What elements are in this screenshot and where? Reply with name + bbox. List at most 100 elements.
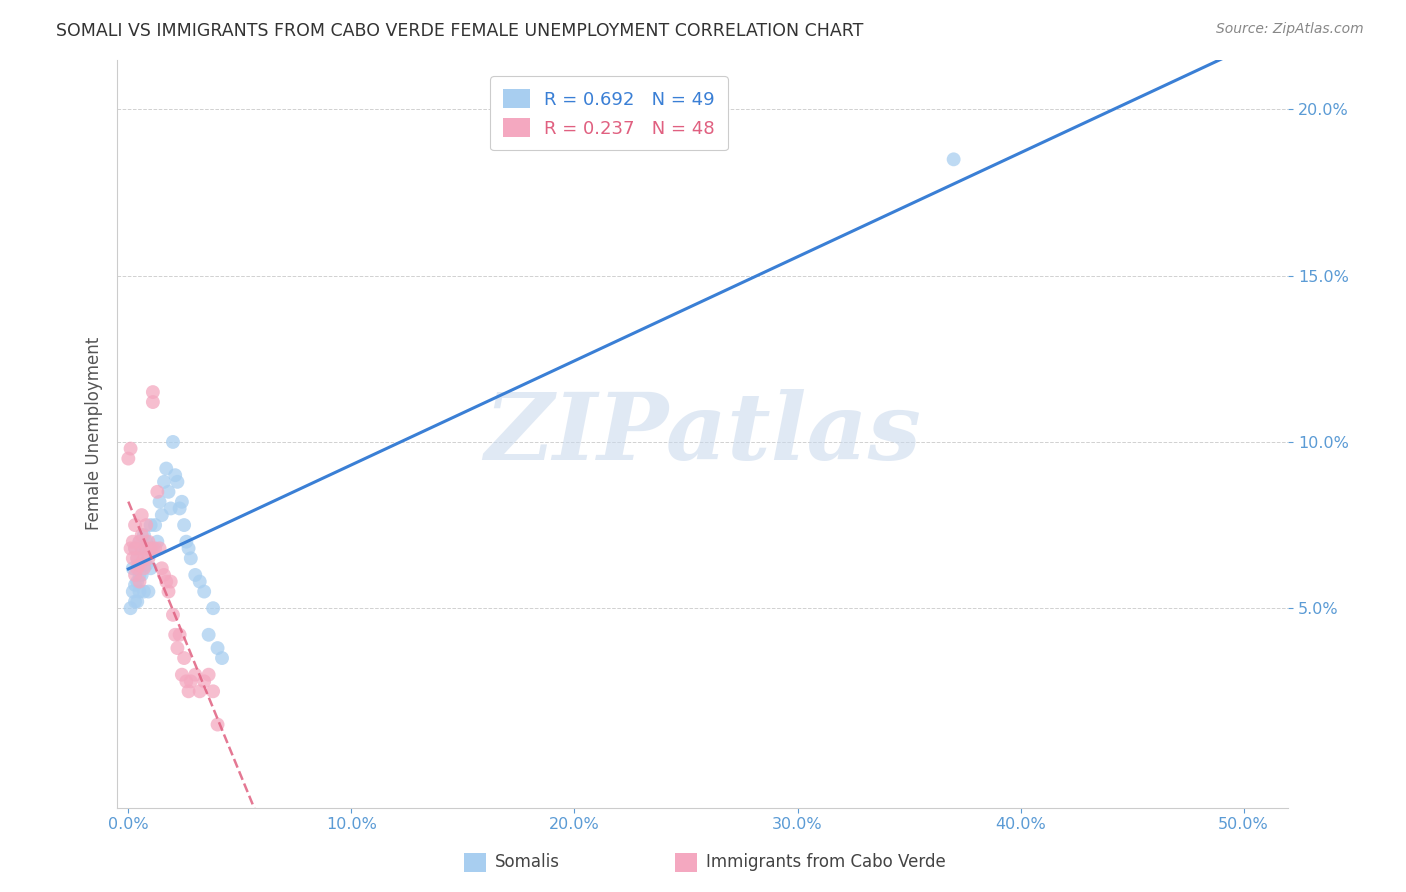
- Point: [142, 541, 165, 556]
- Point: [139, 561, 162, 575]
- Point: [128, 574, 150, 589]
- Point: [128, 584, 150, 599]
- Point: [197, 628, 219, 642]
- Point: [131, 508, 153, 522]
- Point: [169, 628, 191, 642]
- Point: [135, 541, 157, 556]
- Point: [121, 534, 143, 549]
- Point: [176, 534, 198, 549]
- Point: [153, 475, 176, 489]
- Point: [132, 561, 155, 575]
- Point: [120, 541, 142, 556]
- Point: [150, 508, 173, 522]
- Point: [132, 558, 155, 572]
- Point: [132, 551, 155, 566]
- Point: [170, 667, 193, 681]
- Point: [124, 578, 146, 592]
- Point: [127, 551, 149, 566]
- Text: Source: ZipAtlas.com: Source: ZipAtlas.com: [1216, 22, 1364, 37]
- Point: [176, 674, 198, 689]
- Point: [188, 574, 211, 589]
- Point: [143, 518, 166, 533]
- Point: [128, 558, 150, 572]
- Point: [166, 475, 188, 489]
- Point: [127, 551, 149, 566]
- Point: [142, 385, 165, 400]
- Point: [131, 568, 153, 582]
- Point: [157, 584, 180, 599]
- Point: [131, 541, 153, 556]
- Point: [184, 667, 207, 681]
- Point: [177, 684, 200, 698]
- Point: [135, 534, 157, 549]
- Point: [138, 544, 160, 558]
- Point: [138, 534, 160, 549]
- Point: [121, 551, 143, 566]
- Text: ZIPatlas: ZIPatlas: [484, 389, 921, 479]
- Point: [197, 667, 219, 681]
- Point: [177, 541, 200, 556]
- Point: [124, 518, 146, 533]
- Point: [173, 651, 195, 665]
- Point: [128, 534, 150, 549]
- Y-axis label: Female Unemployment: Female Unemployment: [86, 337, 103, 530]
- Point: [143, 541, 166, 556]
- Point: [135, 558, 157, 572]
- Point: [124, 568, 146, 582]
- Point: [202, 601, 225, 615]
- Point: [148, 541, 170, 556]
- Point: [162, 434, 184, 449]
- Point: [159, 574, 181, 589]
- Point: [207, 717, 229, 731]
- Point: [128, 534, 150, 549]
- Point: [146, 534, 169, 549]
- Point: [207, 641, 229, 656]
- Point: [120, 601, 142, 615]
- Point: [139, 518, 162, 533]
- Point: [159, 501, 181, 516]
- Point: [131, 541, 153, 556]
- Point: [180, 674, 202, 689]
- Point: [155, 461, 177, 475]
- Point: [132, 528, 155, 542]
- Point: [121, 584, 143, 599]
- Point: [166, 641, 188, 656]
- Point: [193, 674, 215, 689]
- Point: [148, 495, 170, 509]
- Point: [155, 574, 177, 589]
- Point: [120, 442, 142, 456]
- Point: [138, 584, 160, 599]
- Point: [138, 551, 160, 566]
- Point: [124, 594, 146, 608]
- Point: [127, 574, 149, 589]
- Point: [142, 395, 165, 409]
- Text: Immigrants from Cabo Verde: Immigrants from Cabo Verde: [706, 853, 946, 871]
- Point: [162, 607, 184, 622]
- Point: [173, 518, 195, 533]
- Point: [153, 568, 176, 582]
- Point: [117, 451, 139, 466]
- Point: [128, 568, 150, 582]
- Point: [135, 518, 157, 533]
- Point: [193, 584, 215, 599]
- Point: [150, 561, 173, 575]
- Point: [131, 528, 153, 542]
- Point: [202, 684, 225, 698]
- Point: [127, 594, 149, 608]
- Point: [165, 468, 187, 483]
- Point: [165, 628, 187, 642]
- Point: [127, 561, 149, 575]
- Point: [146, 484, 169, 499]
- Text: Somalis: Somalis: [495, 853, 560, 871]
- Point: [188, 684, 211, 698]
- Point: [170, 495, 193, 509]
- Point: [124, 541, 146, 556]
- Legend: R = 0.692   N = 49, R = 0.237   N = 48: R = 0.692 N = 49, R = 0.237 N = 48: [491, 76, 728, 150]
- Point: [184, 568, 207, 582]
- Point: [139, 541, 162, 556]
- Point: [180, 551, 202, 566]
- Point: [942, 153, 965, 167]
- Point: [124, 541, 146, 556]
- Point: [157, 484, 180, 499]
- Text: SOMALI VS IMMIGRANTS FROM CABO VERDE FEMALE UNEMPLOYMENT CORRELATION CHART: SOMALI VS IMMIGRANTS FROM CABO VERDE FEM…: [56, 22, 863, 40]
